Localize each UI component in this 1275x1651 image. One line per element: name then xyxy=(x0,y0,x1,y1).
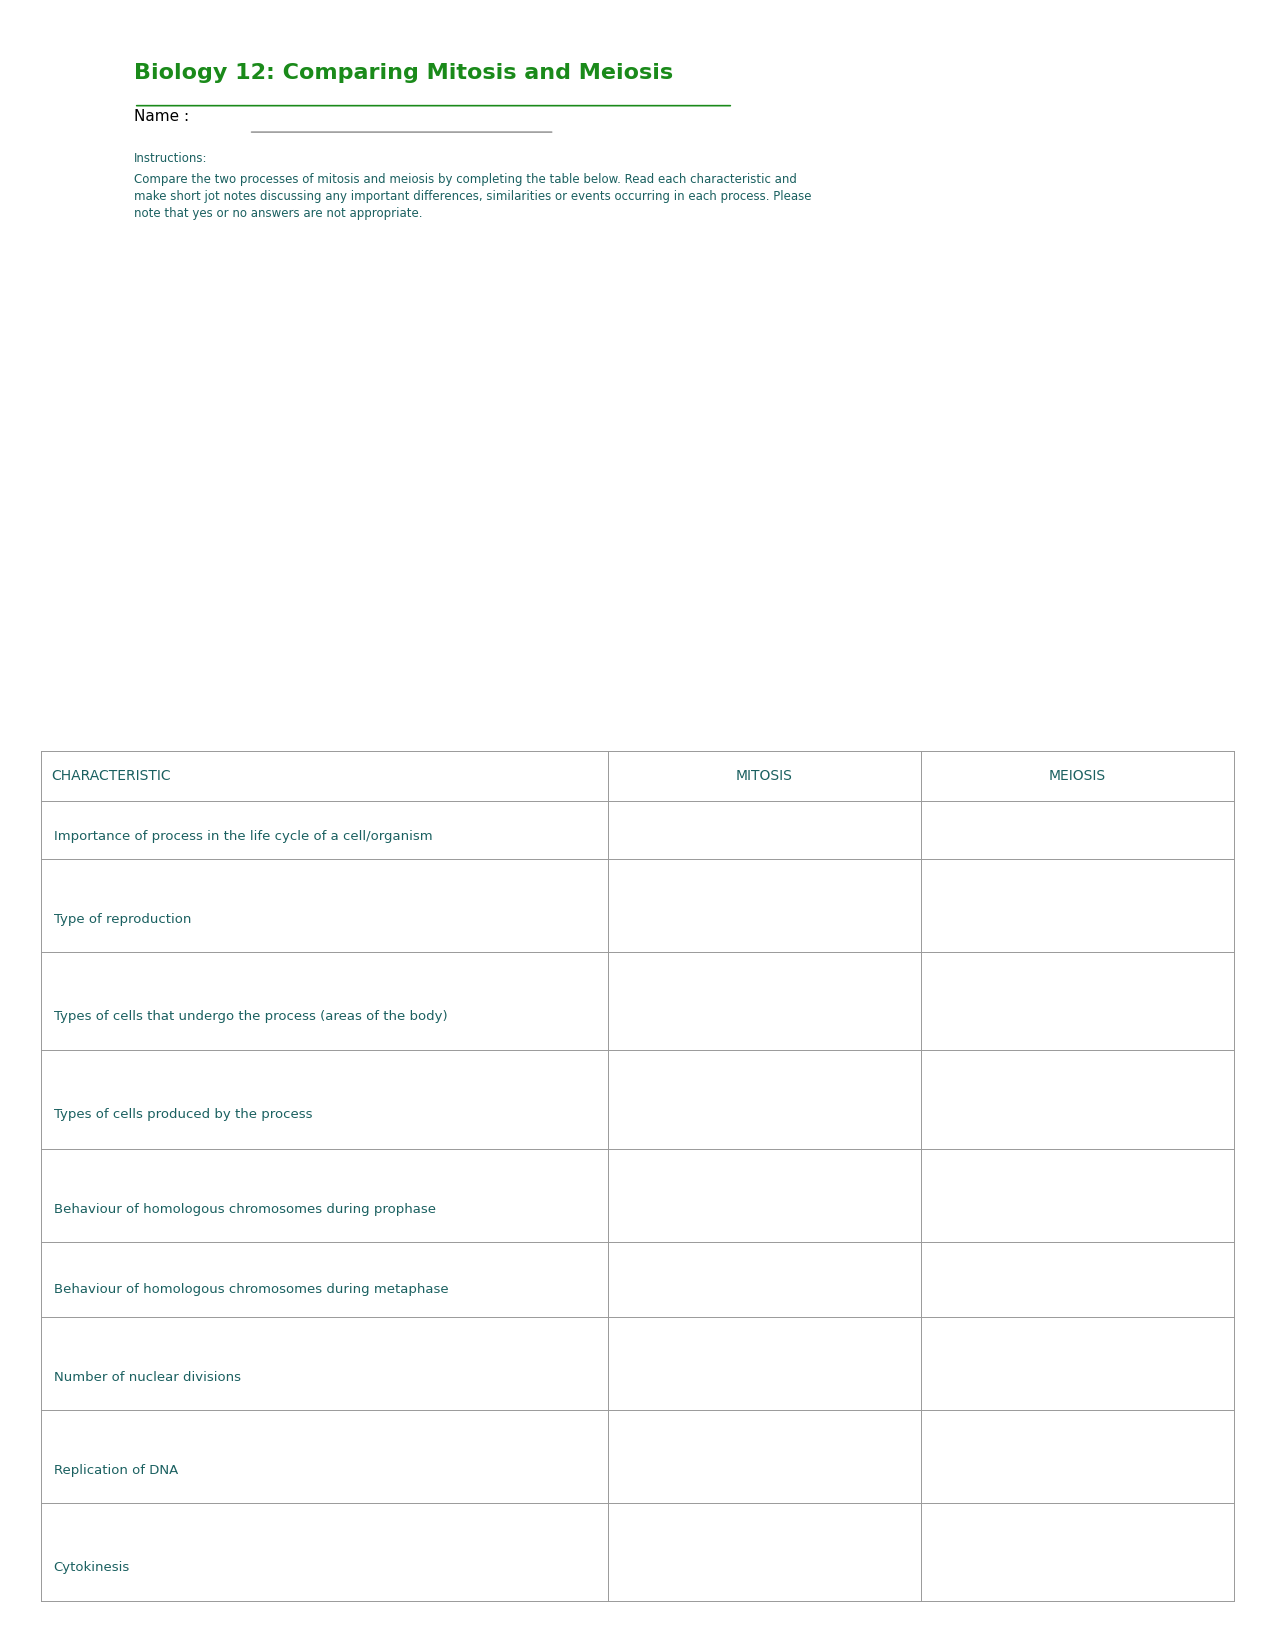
Text: Cytokinesis: Cytokinesis xyxy=(54,1560,130,1573)
Text: Types of cells produced by the process: Types of cells produced by the process xyxy=(54,1108,312,1121)
Text: Instructions:: Instructions: xyxy=(134,152,208,165)
Text: CHARACTERISTIC: CHARACTERISTIC xyxy=(51,769,171,783)
Text: Type of reproduction: Type of reproduction xyxy=(54,913,191,926)
Text: Number of nuclear divisions: Number of nuclear divisions xyxy=(54,1370,241,1384)
Text: Compare the two processes of mitosis and meiosis by completing the table below. : Compare the two processes of mitosis and… xyxy=(134,173,811,220)
Text: Name :: Name : xyxy=(134,109,194,124)
Text: MITOSIS: MITOSIS xyxy=(736,769,793,783)
Text: Importance of process in the life cycle of a cell/organism: Importance of process in the life cycle … xyxy=(54,829,432,842)
Text: Behaviour of homologous chromosomes during metaphase: Behaviour of homologous chromosomes duri… xyxy=(54,1283,449,1296)
Text: Types of cells that undergo the process (areas of the body): Types of cells that undergo the process … xyxy=(54,1010,448,1022)
Text: Replication of DNA: Replication of DNA xyxy=(54,1464,177,1478)
Text: Behaviour of homologous chromosomes during prophase: Behaviour of homologous chromosomes duri… xyxy=(54,1202,436,1215)
Text: MEIOSIS: MEIOSIS xyxy=(1049,769,1107,783)
Text: Biology 12: Comparing Mitosis and Meiosis: Biology 12: Comparing Mitosis and Meiosi… xyxy=(134,63,673,83)
